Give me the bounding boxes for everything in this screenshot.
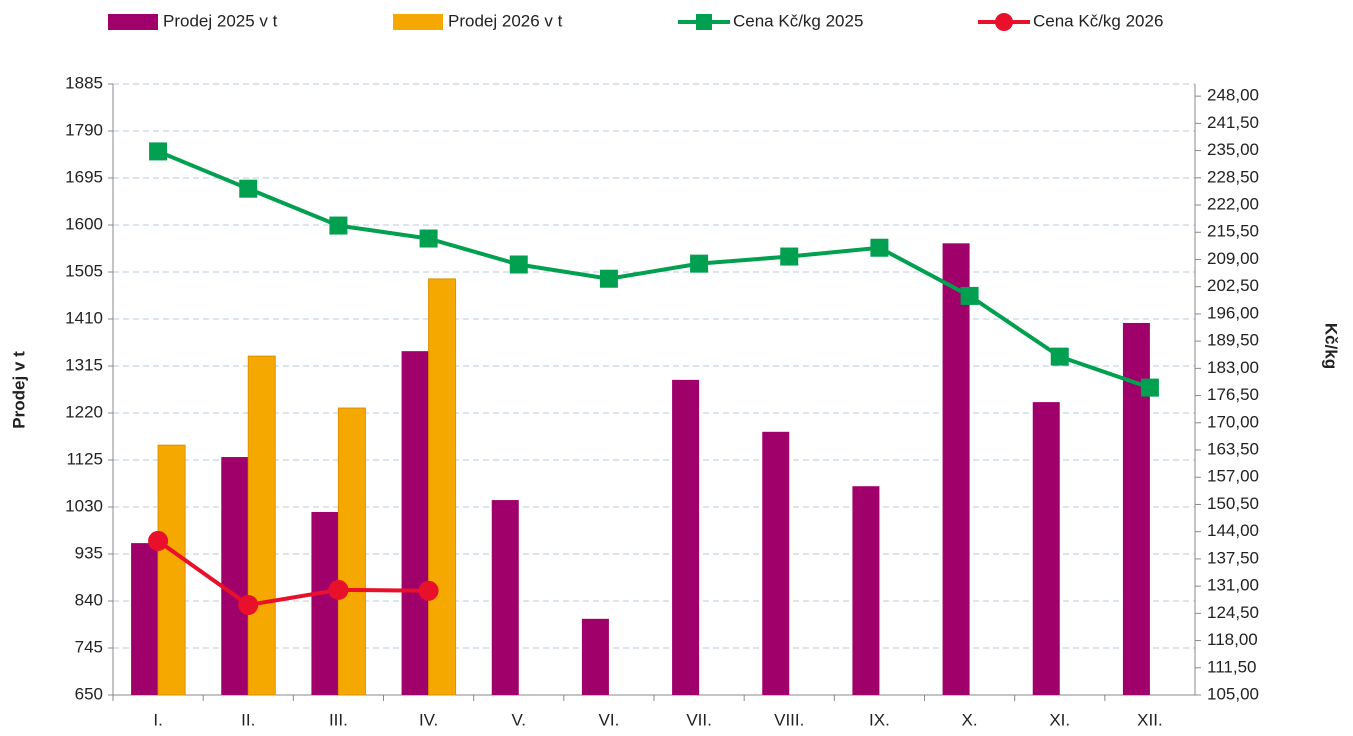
y2-tick-label: 105,00 [1207,684,1259,703]
y-tick-label: 935 [75,543,103,562]
y2-tick-label: 137,50 [1207,548,1259,567]
y-tick-label: 1315 [65,355,103,374]
legend-marker [995,13,1013,31]
legend-label: Prodej 2025 v t [163,11,278,30]
marker [329,216,348,235]
bar [672,379,700,695]
y2-tick-label: 150,50 [1207,494,1259,513]
bar [337,407,366,696]
x-tick-label: V. [511,710,526,729]
y-tick-label: 840 [75,590,103,609]
legend-label: Prodej 2026 v t [448,11,563,30]
y2-tick-label: 176,50 [1207,385,1259,404]
y-tick-label: 650 [75,684,103,703]
bar [852,486,880,695]
marker [238,594,259,615]
x-tick-label: III. [329,710,348,729]
y2-tick-label: 111,50 [1207,657,1256,676]
y-tick-label: 1790 [65,120,103,139]
marker [780,247,799,266]
y-tick-label: 1030 [65,496,103,515]
x-tick-label: IV. [419,710,438,729]
bar [221,457,249,695]
marker [419,229,438,248]
marker [870,238,889,257]
y-tick-label: 1695 [65,167,103,186]
bar [1032,402,1060,695]
x-tick-label: I. [153,710,162,729]
y2-tick-label: 235,00 [1207,140,1259,159]
y2-tick-label: 118,00 [1207,630,1258,649]
y-tick-label: 1125 [66,449,103,468]
marker [149,142,168,161]
y-tick-label: 1885 [65,73,103,92]
x-tick-label: XI. [1049,710,1070,729]
legend-swatch [393,14,443,30]
bar [401,351,429,695]
y2-tick-label: 124,50 [1207,603,1259,622]
y2-tick-label: 202,50 [1207,276,1259,295]
bar [428,278,457,696]
bar [581,618,609,695]
y2-tick-label: 157,00 [1207,467,1259,486]
marker [418,580,439,601]
legend-label: Cena Kč/kg 2026 [1033,11,1163,30]
marker [960,286,979,305]
y2-tick-label: 241,50 [1207,113,1259,132]
y2-tick-label: 215,50 [1207,222,1259,241]
line [156,539,429,608]
bar [157,444,186,696]
marker [148,530,169,551]
y-axis-title: Prodej v t [9,351,28,429]
bar [491,500,519,695]
x-tick-label: IX. [869,710,890,729]
y-tick-label: 1600 [65,214,103,233]
y2-tick-label: 170,00 [1207,412,1259,431]
legend-label: Cena Kč/kg 2025 [733,11,863,30]
y-tick-label: 745 [75,637,103,656]
y2-tick-label: 183,00 [1207,358,1259,377]
x-tick-label: II. [241,710,255,729]
legend-swatch [108,14,158,30]
x-tick-label: VIII. [774,710,804,729]
x-tick-label: VII. [686,710,712,729]
x-tick-label: VI. [599,710,620,729]
marker [328,579,349,600]
y2-tick-label: 228,50 [1207,167,1259,186]
y2-tick-label: 209,00 [1207,249,1259,268]
marker [239,179,258,198]
y-tick-label: 1505 [65,261,103,280]
y2-axis-title: Kč/kg [1322,323,1341,369]
x-tick-label: X. [962,710,978,729]
marker [690,254,709,273]
line [157,149,1151,390]
y2-tick-label: 144,00 [1207,521,1259,540]
legend-marker [696,14,712,30]
y-tick-label: 1220 [65,402,103,421]
marker [1140,378,1159,397]
bar [762,431,790,695]
marker [509,255,528,274]
y-tick-label: 1410 [65,308,103,327]
y2-tick-label: 131,00 [1207,576,1259,595]
y2-tick-label: 189,50 [1207,331,1259,350]
bar [942,243,970,695]
bar [311,511,339,695]
x-tick-label: XII. [1137,710,1163,729]
y2-tick-label: 196,00 [1207,303,1259,322]
marker [1050,347,1069,366]
marker [599,269,618,288]
bar [247,355,276,696]
y2-tick-label: 222,00 [1207,195,1259,214]
bar [131,543,159,695]
y2-tick-label: 248,00 [1207,86,1259,105]
y2-tick-label: 163,50 [1207,439,1259,458]
